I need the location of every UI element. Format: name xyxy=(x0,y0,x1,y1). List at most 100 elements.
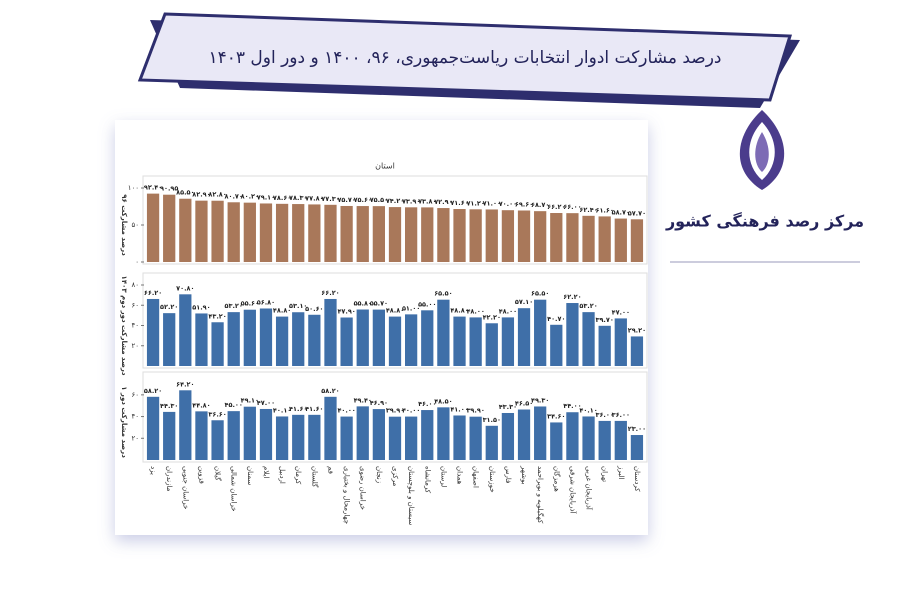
data-label: ۴۹.۱۰ xyxy=(241,397,259,405)
x-tick-label: البرز xyxy=(617,465,625,479)
y-tick-label: ۱۰۰ xyxy=(128,184,139,192)
bar xyxy=(598,420,611,460)
data-label: ۵۵.۷۰ xyxy=(370,300,388,308)
bar xyxy=(437,407,450,460)
bar xyxy=(292,414,305,460)
x-tick-label: لرستان xyxy=(439,466,447,487)
data-label: ۷۵.۷۰ xyxy=(337,196,355,204)
bar xyxy=(517,409,531,460)
data-label: ۴۰.۱۰ xyxy=(273,406,291,414)
data-label: ۴۰.۱۰ xyxy=(579,406,597,414)
data-label: ۴۰.۷۰ xyxy=(547,315,565,323)
y-tick-label: ۶۰ xyxy=(131,391,139,399)
x-tick-label: همدان xyxy=(456,466,464,485)
data-label: ۵۷.۱۰ xyxy=(515,298,533,306)
bar xyxy=(453,209,466,262)
bar xyxy=(405,207,418,262)
data-label: ۵۸.۲۰ xyxy=(144,387,162,395)
data-label: ۷۲.۹۰ xyxy=(434,198,452,206)
x-tick-label: سمنان xyxy=(246,466,254,485)
data-label: ۵۳.۲۰ xyxy=(579,302,597,310)
bar xyxy=(534,299,547,366)
data-label: ۴۸.۸۰ xyxy=(273,307,291,315)
data-label: ۴۴.۸۰ xyxy=(192,401,210,409)
bar xyxy=(292,204,305,262)
data-label: ۴۱.۶۰ xyxy=(289,405,307,413)
data-label: ۴۲.۲۰ xyxy=(483,313,501,321)
plot-frame xyxy=(142,175,648,265)
banner xyxy=(137,12,793,102)
bar xyxy=(485,323,498,366)
bar xyxy=(550,324,563,366)
bar xyxy=(566,303,579,366)
data-label: ۷۰.۰۰ xyxy=(499,200,517,208)
data-label: ۴۵.۰۰ xyxy=(225,401,243,409)
bar xyxy=(437,208,450,262)
data-label: ۲۳.۰۰ xyxy=(628,425,646,433)
x-tick-label: خراسان شمالی xyxy=(230,466,238,512)
data-label: ۴۳.۳۰ xyxy=(499,403,517,411)
data-label: ۶۴.۲۰ xyxy=(176,380,194,388)
data-label: ۴۴.۰۰ xyxy=(563,402,581,410)
data-label: ۷۷.۳۰ xyxy=(321,195,339,203)
bar xyxy=(405,314,418,366)
data-label: ۴۰.۰۰ xyxy=(337,407,355,415)
bar xyxy=(469,317,482,366)
data-label: ۷۴.۲۰ xyxy=(386,197,404,205)
bar xyxy=(211,420,224,460)
data-label: ۶۲.۴۰ xyxy=(579,206,597,214)
y-tick-label: ۸۰ xyxy=(131,281,139,289)
y-axis-label: درصد مشارکت ۹۶ xyxy=(120,194,128,256)
data-label: ۴۷.۹۰ xyxy=(337,308,355,316)
data-label: ۵۳.۲۰ xyxy=(225,302,243,310)
y-axis-label: درصد مشارکت دور ۱ xyxy=(120,386,128,458)
x-tick-label: کهگیلویه و بویراحمد xyxy=(536,466,545,524)
bar xyxy=(598,325,611,366)
bar xyxy=(501,210,515,262)
bar xyxy=(421,310,434,366)
bar xyxy=(195,411,208,460)
data-label: ۹۰.۹۵ xyxy=(160,185,178,193)
data-label: ۴۹.۴۰ xyxy=(354,396,372,404)
data-label: ۴۸.۰۰ xyxy=(499,307,517,315)
data-label: ۵۸.۲۰ xyxy=(321,387,339,395)
bar xyxy=(582,416,595,460)
bar xyxy=(388,416,402,460)
x-tick-label: بوشهر xyxy=(520,465,528,485)
x-tick-label: یزد xyxy=(149,466,157,475)
bar xyxy=(308,204,321,262)
bar xyxy=(146,298,160,366)
data-label: ۶۶.۲۰ xyxy=(144,289,162,297)
bar xyxy=(195,200,208,262)
data-label: ۵۵.۸۰ xyxy=(354,300,372,308)
data-label: ۵۵.۶۰ xyxy=(241,300,259,308)
x-tick-label: مرکزی xyxy=(391,466,399,487)
bar xyxy=(501,317,515,366)
y-axis-label: درصد مشارکت دور دوم ۱۴۰۳ xyxy=(120,276,128,376)
bar xyxy=(517,210,531,262)
bar xyxy=(453,415,466,460)
x-tick-label: کردستان xyxy=(633,466,641,492)
data-label: ۷۵.۵۰ xyxy=(370,196,388,204)
bar xyxy=(227,202,240,262)
bar xyxy=(340,205,353,262)
bar xyxy=(146,396,160,460)
x-tick-label: گیلان xyxy=(214,466,223,481)
data-label: ۳۶.۶۰ xyxy=(208,410,226,418)
bar xyxy=(485,209,498,262)
data-label: ۴۱.۶۰ xyxy=(305,405,323,413)
bar xyxy=(243,309,256,366)
x-tick-label: چهارمحال و بختیاری xyxy=(343,466,351,524)
data-label: ۶۵.۵۰ xyxy=(434,290,452,298)
x-tick-label: زنجان xyxy=(375,466,383,483)
bar xyxy=(259,408,273,460)
data-label: ۴۳.۲۰ xyxy=(208,312,226,320)
y-tick-label: ۴۰ xyxy=(131,322,139,330)
data-label: ۶۶.۰۰ xyxy=(563,203,581,211)
bar xyxy=(453,316,466,366)
data-label: ۴۹.۳۰ xyxy=(531,396,549,404)
data-label: ۴۷.۰۰ xyxy=(257,399,275,407)
data-label: ۶۲.۲۰ xyxy=(563,293,581,301)
bar xyxy=(146,193,160,262)
x-tick-label: کرمان xyxy=(294,466,302,485)
